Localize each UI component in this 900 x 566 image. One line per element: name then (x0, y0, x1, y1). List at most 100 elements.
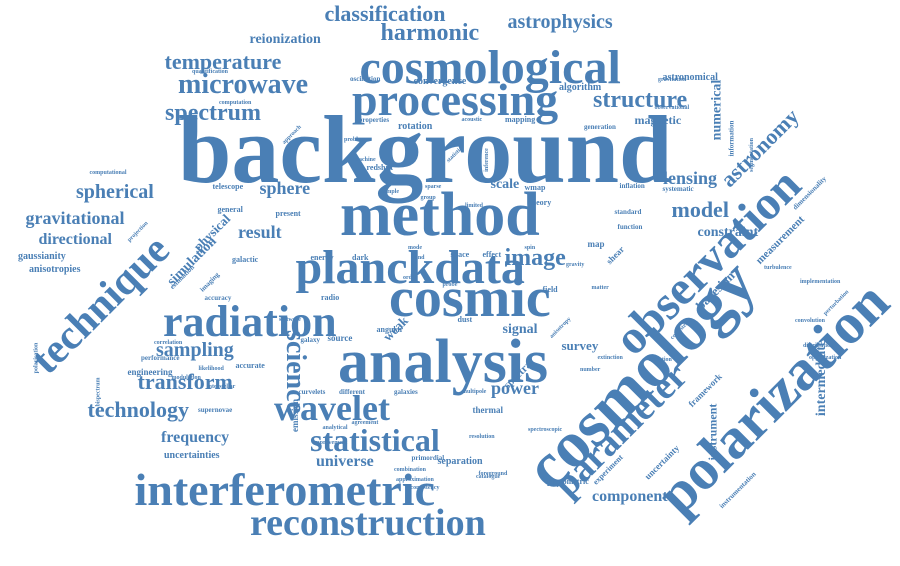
word-survey: survey (561, 337, 599, 353)
word-thermal: thermal (472, 404, 504, 415)
word-sphere: sphere (259, 178, 311, 198)
word-emission: emission (289, 398, 300, 432)
word-radio: radio (321, 293, 340, 302)
word-wavelet: wavelet (274, 388, 390, 428)
word-redshift: redshift (366, 163, 394, 172)
word-gravitation: gravitation (658, 77, 687, 83)
word-radiation: radiation (163, 297, 337, 346)
word-software: software (279, 317, 301, 323)
word-function: function (617, 222, 643, 231)
word-spectrum: spectrum (165, 100, 261, 126)
word-engineering: engineering (127, 366, 173, 377)
word-convergence: convergence (413, 76, 467, 87)
word-result: result (238, 222, 282, 242)
word-quantification: quantification (192, 69, 229, 75)
word-analysis: analysis (338, 328, 549, 396)
word-temperature: temperature (164, 49, 282, 74)
word-angular: angular (376, 325, 404, 334)
word-signal: signal (502, 322, 538, 337)
word-agreement: agreement (351, 420, 379, 426)
word-dust: dust (457, 315, 473, 324)
word-problem: problem (344, 137, 366, 143)
word-lensing: lensing (663, 168, 718, 188)
word-classification: classification (324, 1, 446, 26)
word-combination: combination (394, 467, 427, 473)
word-interferometric: interferometric (134, 464, 436, 515)
word-sampling: sampling (156, 339, 234, 361)
word-distribution: distribution (803, 343, 834, 349)
word-astrophysics: astrophysics (507, 11, 613, 33)
word-group: group (420, 195, 436, 201)
word-correlation: correlation (154, 340, 183, 346)
word-field: field (542, 285, 558, 294)
word-imaging: imaging (198, 270, 222, 294)
word-gravity: gravity (566, 262, 585, 268)
word-method: method (340, 181, 540, 249)
word-acoustic: acoustic (461, 117, 483, 123)
word-general: general (217, 205, 243, 214)
word-interstellar: interstellar (207, 384, 236, 390)
word-wmap: wmap (524, 183, 546, 192)
word-analytical: analytical (322, 425, 348, 431)
word-resolution: resolution (469, 434, 495, 440)
word-magnetic: magnetic (634, 113, 682, 127)
word-sample: sample (381, 189, 399, 195)
word-mapping: mapping (505, 115, 536, 124)
word-matter: matter (591, 285, 609, 291)
word-spin: spin (524, 245, 536, 251)
word-oscillation: oscillation (350, 74, 381, 83)
word-generation: generation (584, 122, 616, 131)
word-extinction: extinction (597, 355, 623, 361)
word-image: image (504, 245, 566, 271)
word-likelihood: likelihood (198, 366, 224, 372)
word-implementation: implementation (800, 279, 841, 285)
word-machine: machine (354, 157, 376, 163)
word-computation: computation (219, 100, 252, 106)
word-galaxy: galaxy (300, 335, 320, 344)
word-transform: transform (137, 369, 233, 394)
word-photometric: photometric (547, 477, 589, 486)
word-information: information (727, 120, 736, 156)
word-astronomical: astronomical (662, 72, 718, 83)
word-model: model (671, 197, 729, 222)
word-supernovae: supernovae (198, 405, 233, 414)
word-galactic: galactic (232, 255, 259, 264)
word-limited: limited (465, 203, 483, 209)
word-improvement: improvement (313, 440, 348, 446)
word-approximation: approximation (396, 477, 434, 483)
word-spectroscopic: spectroscopic (528, 427, 563, 433)
word-optimization: optimization (809, 355, 842, 361)
word-polarisation: polarisation (32, 342, 39, 374)
word-sparse: sparse (425, 184, 442, 190)
word-directional: directional (38, 231, 112, 248)
word-dark: dark (352, 253, 369, 262)
word-multipole: multipole (462, 389, 487, 395)
word-convolution: convolution (795, 318, 826, 324)
word-present: present (275, 209, 301, 218)
word-performance: performance (141, 353, 180, 362)
word-catalogue: catalogue (476, 474, 501, 480)
word-computational: computational (89, 170, 127, 176)
word-constraint: constraint (697, 225, 759, 240)
word-algorithm: algorithm (559, 82, 602, 93)
word-reconstruction: reconstruction (250, 502, 486, 544)
word-technology: technology (87, 397, 189, 422)
word-gaussianity: gaussianity (18, 251, 66, 262)
word-energy: energy (310, 253, 334, 262)
word-bispectrum: bispectrum (95, 377, 101, 407)
word-source: source (327, 332, 353, 343)
word-inference: inference (483, 148, 490, 172)
word-band: band (411, 255, 425, 261)
word-properties: properties (358, 115, 390, 124)
word-foreground: foreground (478, 471, 508, 477)
word-rotation: rotation (398, 121, 433, 132)
word-modulation: modulation (171, 375, 201, 381)
word-shear: shear (603, 243, 626, 266)
word-gravitational: gravitational (25, 208, 125, 228)
word-systematic: systematic (662, 184, 694, 193)
word-inflation: inflation (619, 181, 645, 190)
word-frequency: frequency (161, 429, 230, 446)
word-harmonic: harmonic (380, 20, 480, 46)
word-statistical: statistical (310, 422, 440, 458)
word-space: space (450, 250, 470, 259)
